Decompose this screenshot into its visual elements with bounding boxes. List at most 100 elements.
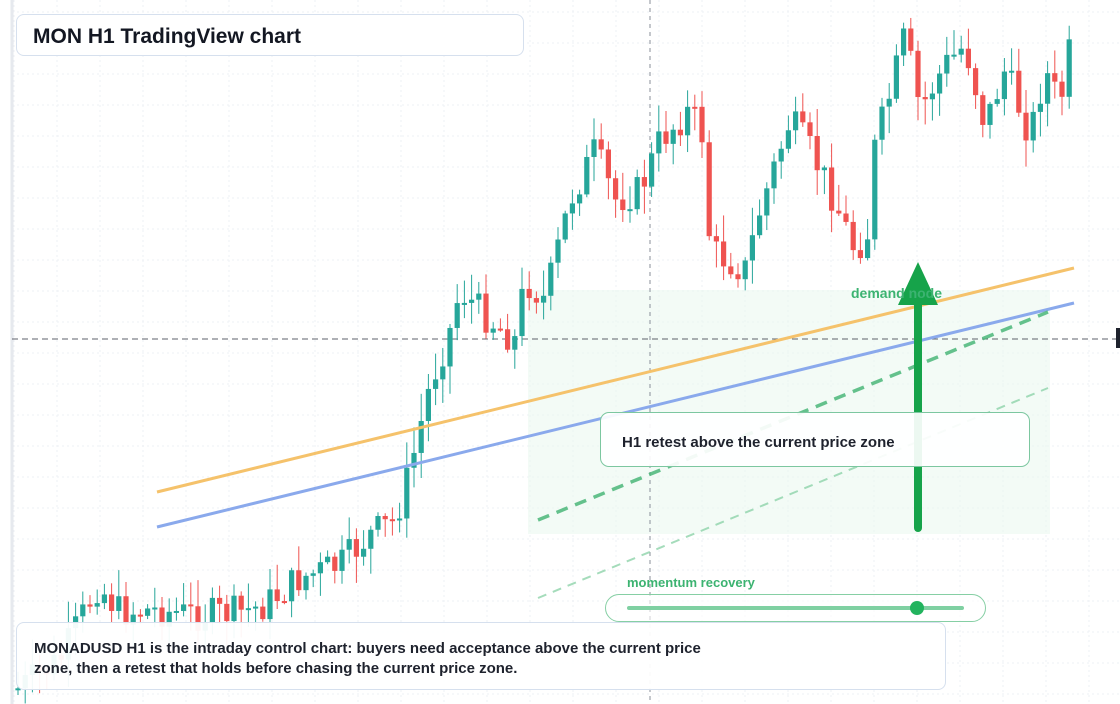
candle-body (123, 596, 129, 625)
candle-body (807, 122, 813, 137)
candle-body (893, 55, 899, 99)
candle-body (886, 98, 892, 107)
candle-body (346, 539, 352, 550)
candle-body (728, 266, 734, 275)
candle-body (555, 239, 561, 263)
candle-body (929, 93, 935, 100)
title-card: MON H1 TradingView chart (16, 14, 524, 56)
candle-body (785, 130, 791, 149)
candle-body (159, 607, 165, 627)
candle-body (238, 595, 244, 610)
candle-body (634, 177, 640, 210)
candle-body (519, 288, 525, 337)
retest-note-text: H1 retest above the current price zone (622, 434, 895, 451)
projection-line-faint (537, 387, 1049, 599)
projection-line-main (537, 310, 1049, 522)
candle-body (116, 596, 122, 611)
candle-body (793, 111, 799, 131)
candle-body (1066, 39, 1072, 97)
retest-note: H1 retest above the current price zone (600, 412, 1030, 467)
candle-body (757, 215, 763, 236)
candle-body (908, 28, 914, 51)
candle-body (332, 556, 338, 571)
candle-body (591, 139, 597, 157)
candle-body (526, 288, 532, 299)
momentum-slider[interactable] (605, 594, 986, 622)
candle-body (958, 48, 964, 55)
candle-body (627, 209, 633, 212)
candle-body (1045, 73, 1051, 104)
candle-body (361, 548, 367, 557)
candle-body (541, 295, 547, 303)
candle-body (274, 589, 280, 602)
candle-body (281, 601, 287, 604)
candle-body (965, 48, 971, 69)
candle-body (512, 336, 518, 350)
candle-body (447, 327, 453, 367)
candle-body (721, 241, 727, 267)
candle-body (800, 111, 806, 123)
candle-body (1001, 71, 1007, 100)
slider-thumb[interactable] (909, 601, 924, 615)
candle-body (713, 236, 719, 242)
candle-body (137, 614, 143, 617)
candle-body (109, 594, 115, 611)
candle-body (490, 328, 496, 333)
candle-body (253, 606, 259, 609)
candle-body (584, 156, 590, 195)
candle-body (94, 603, 100, 607)
candle-body (404, 467, 410, 519)
candle-body (152, 607, 158, 610)
candle-body (505, 329, 511, 350)
candle-body (577, 194, 583, 204)
candle-body (267, 589, 273, 620)
candle-body (389, 519, 395, 522)
candle-body (353, 539, 359, 557)
candle-body (15, 688, 21, 691)
candle-body (771, 161, 777, 189)
candle-body (663, 131, 669, 144)
candle-body (224, 603, 230, 622)
candle-body (872, 139, 878, 240)
candle-body (418, 420, 424, 453)
candle-body (461, 302, 467, 305)
price-scale-marker (1116, 328, 1120, 348)
momentum-slider-label: momentum recovery (627, 575, 755, 590)
candle-body (181, 604, 187, 611)
candle-body (317, 562, 323, 574)
candle-body (1009, 70, 1015, 73)
candle-body (166, 611, 172, 627)
candle-body (706, 142, 712, 237)
candle-body (188, 604, 194, 607)
candle-body (613, 178, 619, 200)
candle-body (339, 549, 345, 571)
candle-body (598, 139, 604, 150)
candle-body (901, 28, 907, 56)
candle-body (670, 129, 676, 144)
candle-body (440, 366, 446, 380)
candle-body (217, 597, 223, 604)
candle-body (289, 570, 295, 602)
candle-body (620, 199, 626, 211)
candle-body (173, 610, 179, 613)
candle-body (425, 388, 431, 421)
candle-body (368, 529, 374, 549)
candle-body (980, 95, 986, 125)
candle-body (101, 594, 107, 604)
candles (15, 17, 1072, 704)
candle-body (649, 153, 655, 187)
candle-body (483, 293, 489, 333)
candle-body (641, 177, 647, 187)
candle-body (915, 50, 921, 98)
chart-title: MON H1 TradingView chart (33, 25, 302, 48)
candle-body (469, 299, 475, 303)
slider-track[interactable] (627, 606, 964, 610)
candle-body (843, 213, 849, 222)
candle-body (865, 239, 871, 259)
caption-card: MONADUSD H1 is the intraday control char… (16, 622, 946, 690)
candle-body (821, 167, 827, 171)
candle-body (735, 274, 741, 280)
candle-body (231, 595, 237, 622)
candle-body (749, 235, 755, 261)
candle-body (433, 379, 439, 389)
